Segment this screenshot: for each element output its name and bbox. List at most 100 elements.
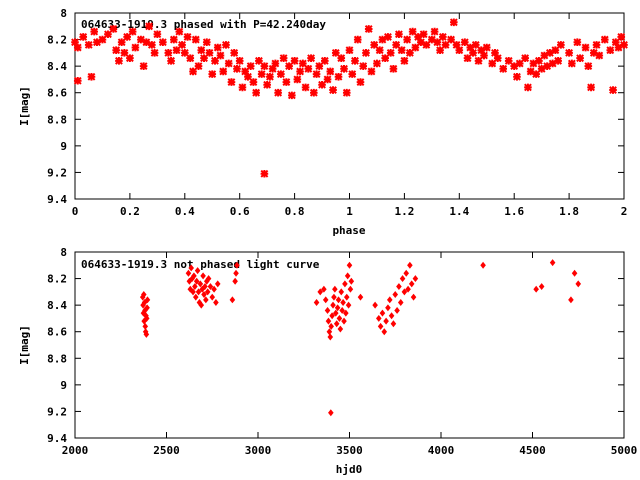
data-point: [493, 54, 502, 63]
data-point: [147, 40, 156, 49]
x-tick-label: 1.8: [559, 205, 579, 218]
data-point: [345, 301, 352, 309]
data-point: [136, 35, 145, 44]
data-point: [224, 59, 233, 68]
data-point: [412, 275, 419, 283]
data-point: [394, 306, 400, 314]
data-point: [386, 48, 395, 57]
x-tick-label: 4000: [428, 444, 455, 457]
data-point: [189, 67, 197, 76]
data-point: [357, 293, 364, 301]
data-point: [285, 62, 294, 71]
data-point: [197, 280, 204, 288]
x-tick-label: 1.6: [504, 205, 524, 218]
data-point: [488, 59, 497, 68]
data-point: [139, 62, 148, 71]
data-point: [333, 320, 340, 328]
y-tick-label: 8.8: [47, 113, 67, 126]
data-point: [474, 56, 483, 65]
data-point: [144, 296, 151, 304]
data-point: [347, 285, 354, 293]
data-point: [187, 285, 194, 293]
data-point: [320, 56, 329, 65]
x-tick-label: 0.6: [230, 205, 250, 218]
data-point: [532, 70, 541, 79]
phased-light-curve-panel: 064633-1919.3 phased with P=42.240day ph…: [18, 7, 628, 237]
data-point: [337, 54, 346, 63]
data-point: [510, 62, 519, 71]
x-axis-label: hjd0: [336, 463, 363, 476]
data-point: [433, 38, 442, 47]
data-point: [144, 304, 150, 312]
data-point: [183, 33, 192, 41]
data-point: [336, 314, 343, 322]
x-tick-label: 0: [72, 205, 79, 218]
data-point: [477, 46, 486, 55]
data-point: [348, 70, 357, 79]
data-point: [390, 320, 397, 328]
data-point: [203, 296, 209, 304]
axis-ticks: 2000 2500 3000 3500 4000 4500 5000 8 8.2 8.4 8.6 8.…: [47, 246, 637, 457]
data-point: [128, 27, 137, 36]
data-point: [186, 54, 195, 63]
data-point: [401, 288, 408, 296]
data-point: [143, 314, 150, 322]
plot-title: 064633-1919.3 not phased light curve: [81, 258, 320, 271]
data-point: [238, 83, 247, 92]
data-point: [332, 309, 339, 317]
data-point: [343, 309, 349, 317]
data-point: [399, 275, 406, 283]
data-point: [175, 27, 184, 36]
data-point: [249, 78, 258, 86]
data-point: [340, 299, 346, 306]
data-point: [178, 40, 186, 49]
data-point: [543, 62, 552, 71]
data-point: [167, 56, 175, 65]
data-point: [504, 56, 513, 65]
data-point: [185, 269, 192, 277]
x-tick-label: 2: [621, 205, 628, 218]
data-point: [587, 83, 595, 92]
data-point: [389, 64, 398, 73]
data-point: [194, 62, 203, 71]
data-point: [213, 299, 219, 306]
data-point: [241, 67, 250, 76]
data-point: [466, 43, 475, 52]
data-point: [400, 56, 409, 65]
data-point: [373, 59, 381, 68]
data-point: [526, 67, 535, 76]
data-point: [537, 64, 546, 73]
data-point: [222, 40, 230, 49]
data-point: [549, 259, 556, 267]
data-point: [397, 46, 406, 55]
data-point: [150, 48, 159, 57]
data-point: [274, 88, 283, 97]
data-point: [324, 306, 331, 314]
data-point: [405, 285, 411, 293]
data-point: [290, 56, 299, 65]
data-point: [388, 312, 395, 320]
y-tick-label: 8.8: [47, 352, 67, 365]
data-point: [460, 38, 469, 47]
data-point: [195, 288, 202, 296]
data-point: [348, 277, 355, 285]
data-point: [554, 56, 563, 65]
data-point: [321, 285, 327, 293]
data-point: [392, 40, 401, 49]
data-point: [375, 314, 382, 322]
data-point: [430, 27, 439, 36]
data-point: [263, 80, 272, 89]
data-point: [211, 56, 219, 65]
data-point: [480, 261, 486, 269]
data-point: [515, 59, 524, 68]
data-point: [356, 78, 365, 86]
data-point: [279, 54, 288, 63]
data-point: [600, 35, 609, 44]
data-point: [123, 33, 132, 41]
x-tick-label: 5000: [611, 444, 638, 457]
data-point: [260, 62, 269, 71]
data-point: [592, 40, 601, 49]
x-tick-label: 1: [346, 205, 353, 218]
data-point: [344, 272, 351, 280]
data-point: [576, 54, 584, 63]
